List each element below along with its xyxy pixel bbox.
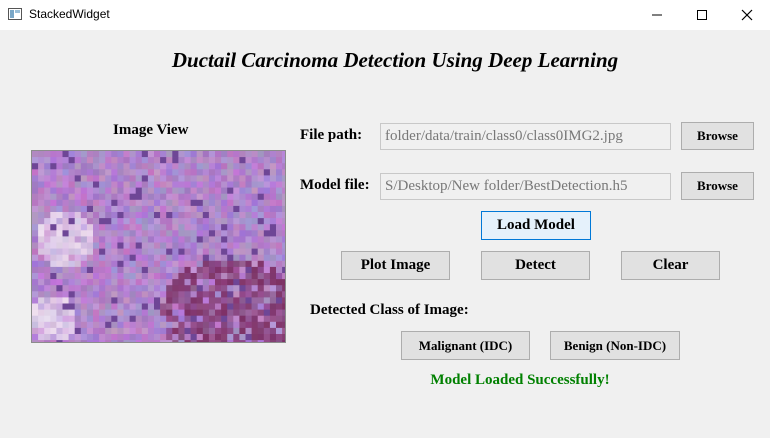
file-path-field[interactable]: folder/data/train/class0/class0IMG2.jpg [380, 123, 671, 150]
tissue-image-view [31, 150, 286, 343]
browse-model-button[interactable]: Browse [681, 172, 754, 200]
minimize-icon [652, 14, 662, 16]
model-file-label: Model file: [300, 177, 370, 193]
malignant-idc-button[interactable]: Malignant (IDC) [401, 331, 530, 360]
clear-button[interactable]: Clear [621, 251, 720, 280]
browse-image-button[interactable]: Browse [681, 122, 754, 150]
status-message: Model Loaded Successfully! [430, 372, 610, 388]
close-button[interactable] [724, 0, 770, 30]
app-icon [8, 8, 22, 20]
window-title: StackedWidget [29, 7, 110, 21]
detected-class-label: Detected Class of Image: [310, 302, 469, 318]
close-icon [741, 9, 753, 21]
maximize-icon [697, 10, 707, 20]
detect-button[interactable]: Detect [481, 251, 590, 280]
maximize-button[interactable] [679, 0, 725, 30]
tissue-image [32, 151, 285, 342]
app-heading: Ductail Carcinoma Detection Using Deep L… [171, 48, 619, 72]
file-path-label: File path: [300, 127, 363, 143]
benign-non-idc-button[interactable]: Benign (Non-IDC) [550, 331, 680, 360]
plot-image-button[interactable]: Plot Image [341, 251, 450, 280]
image-view-label: Image View [113, 122, 189, 138]
window-titlebar: StackedWidget [0, 0, 770, 30]
model-file-field[interactable]: S/Desktop/New folder/BestDetection.h5 [380, 173, 671, 200]
load-model-button[interactable]: Load Model [481, 211, 591, 240]
minimize-button[interactable] [634, 0, 680, 30]
